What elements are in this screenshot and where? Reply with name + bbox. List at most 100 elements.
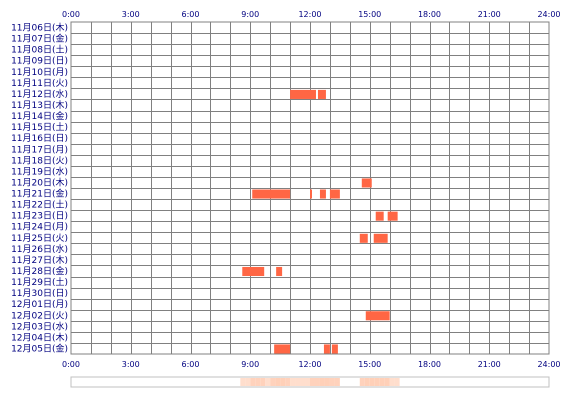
day-label: 11月14日(金) [11,110,68,122]
day-label: 11月26日(水) [11,243,68,255]
top-time-axis: 0:00 3:00 6:00 9:00 12:00 15:00 18:00 21:00 24:0… [62,10,561,19]
grid [70,21,550,355]
density-cell [334,378,340,386]
activity-bar [387,211,398,221]
day-label: 11月30日(日) [11,288,68,299]
activity-bar [329,189,340,199]
day-label: 11月29日(土) [11,276,68,288]
density-cell [364,378,370,386]
density-cell [310,378,315,386]
day-label: 11月12日(水) [11,88,68,100]
tick-label-bottom: 3:00 [122,360,140,369]
day-label: 11月18日(火) [11,155,68,166]
activity-bar [361,178,372,188]
density-cell [324,378,330,386]
bottom-time-axis: 0:00 3:00 6:00 9:00 12:00 15:00 18:00 21:00 24:0… [62,360,561,369]
tick-label-bottom: 15:00 [358,360,381,369]
day-label: 12月05日(金) [11,342,68,354]
density-cell [319,378,325,386]
tick-label-top: 12:00 [298,10,321,19]
density-cell [394,378,400,386]
day-label: 11月13日(木) [11,99,68,111]
density-cell [245,378,251,386]
activity-bar [331,344,338,354]
day-label: 11月10日(月) [11,67,68,78]
density-cell [389,378,395,386]
tick-label-bottom: 6:00 [182,360,200,369]
density-cell [265,378,271,386]
day-label: 11月07日(金) [11,33,68,45]
density-cell [369,378,375,386]
day-axis: 11月06日(木)11月07日(金)11月08日(土)11月09日(日)11月1… [11,22,68,355]
density-cell [275,378,281,386]
activity-bars [242,89,398,354]
density-cell [359,378,365,386]
day-label: 11月06日(木) [11,22,68,34]
activity-bar [317,89,326,99]
tick-label-top: 6:00 [182,10,200,19]
activity-bar [276,266,283,277]
density-cell [314,378,320,386]
day-label: 11月15日(土) [11,121,68,133]
density-cell [250,378,256,386]
density-cell [280,378,286,386]
density-cell [295,378,301,386]
density-cell [285,378,291,386]
day-label: 11月25日(火) [11,233,68,244]
density-cell [374,378,380,386]
density-cell [384,378,390,386]
activity-bar [252,189,291,199]
activity-bar [290,89,316,99]
density-cell [270,378,276,386]
activity-bar [319,189,326,199]
activity-bar [359,233,368,243]
tick-label-bottom: 21:00 [478,360,501,369]
day-label: 11月24日(月) [11,222,68,233]
activity-bar [373,233,388,243]
day-label: 11月16日(日) [11,133,68,144]
tick-label-bottom: 12:00 [298,360,321,369]
day-label: 11月21日(金) [11,188,68,200]
day-label: 11月23日(日) [11,211,68,222]
day-label: 12月01日(月) [11,299,68,310]
tick-label-bottom: 0:00 [62,360,80,369]
density-cell [305,378,310,386]
tick-label-top: 15:00 [358,10,381,19]
day-label: 11月20日(木) [11,176,68,188]
activity-bar [365,311,390,321]
density-cell [240,378,246,386]
activity-bar [375,211,384,221]
density-cell [300,378,306,386]
day-label: 11月17日(月) [11,144,68,155]
day-label: 12月03日(水) [11,320,68,332]
day-label: 11月11日(火) [11,78,68,89]
activity-bar [274,344,291,354]
tick-label-bottom: 9:00 [241,360,259,369]
tick-label-bottom: 18:00 [418,360,441,369]
density-cell [290,378,296,386]
tick-label-top: 3:00 [122,10,140,19]
tick-label-top: 21:00 [478,10,501,19]
day-label: 12月02日(火) [11,310,68,321]
day-label: 11月22日(土) [11,199,68,211]
day-label: 11月08日(土) [11,44,68,56]
activity-bar [242,266,265,277]
day-label: 12月04日(木) [11,331,68,343]
day-label: 11月09日(日) [11,56,68,67]
day-label: 11月19日(水) [11,165,68,177]
density-cell [255,378,261,386]
tick-label-top: 24:00 [537,10,560,19]
density-cell [379,378,385,386]
density-strip [70,376,550,388]
tick-label-top: 18:00 [418,10,441,19]
activity-bar [310,189,312,199]
day-label: 11月27日(木) [11,254,68,266]
day-label: 11月28日(金) [11,265,68,277]
density-cell [260,378,266,386]
tick-label-bottom: 24:00 [537,360,560,369]
tick-label-top: 0:00 [62,10,80,19]
tick-label-top: 9:00 [241,10,259,19]
density-cell [329,378,335,386]
activity-bar [323,344,330,354]
